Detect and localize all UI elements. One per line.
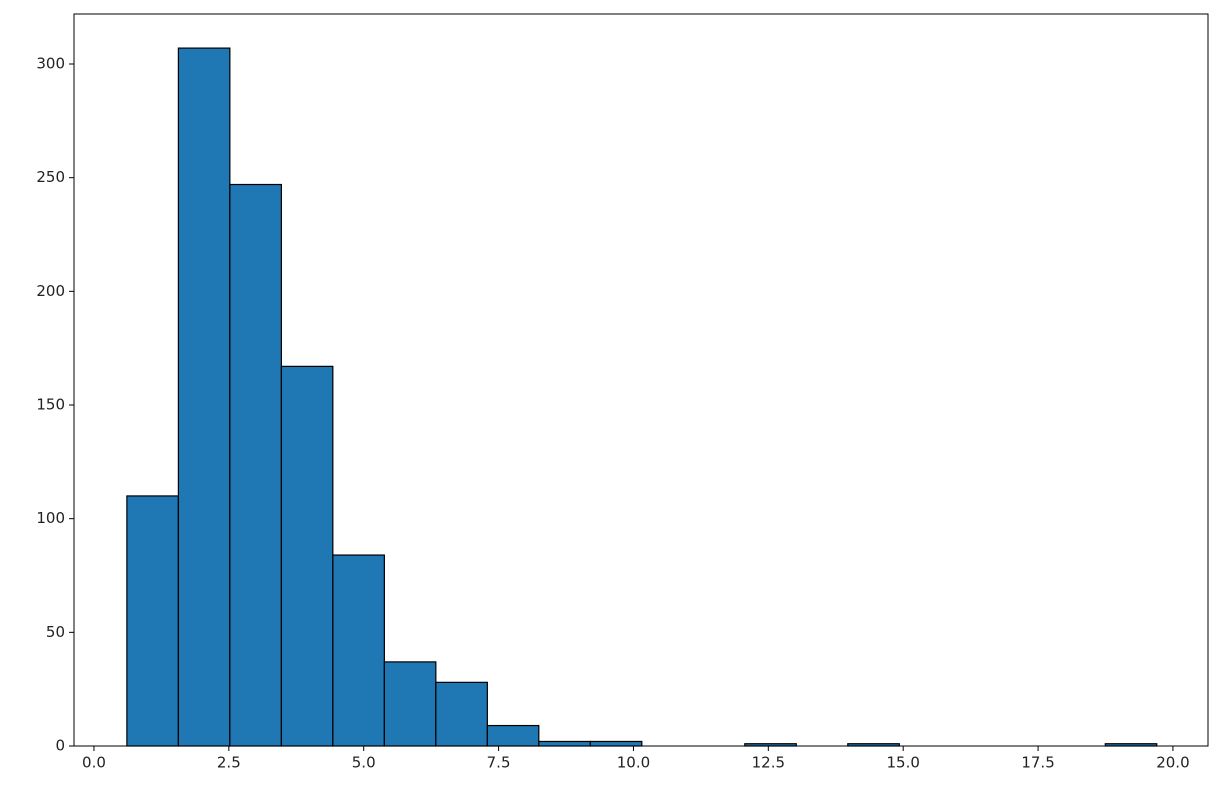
bar (229, 183, 282, 747)
x-tick-label: 2.5 (217, 754, 241, 772)
bar (383, 661, 437, 747)
bar (332, 554, 385, 747)
bar (177, 47, 231, 747)
bar (126, 495, 179, 747)
plot-frame (73, 13, 1209, 747)
x-tick-label: 0.0 (82, 754, 106, 772)
y-tick-label: 300 (36, 55, 65, 73)
y-tick-label: 200 (36, 282, 65, 300)
x-tick-label: 7.5 (487, 754, 511, 772)
bar (280, 365, 334, 747)
bar (435, 681, 488, 747)
y-tick-label: 150 (36, 396, 65, 414)
bar (538, 740, 591, 747)
y-tick-label: 0 (55, 737, 65, 755)
y-tick-label: 100 (36, 509, 65, 527)
x-tick-label: 15.0 (886, 754, 919, 772)
bar (589, 740, 643, 747)
x-tick-label: 17.5 (1021, 754, 1054, 772)
x-tick-label: 10.0 (617, 754, 650, 772)
x-tick-label: 5.0 (352, 754, 376, 772)
bar (486, 724, 540, 747)
y-tick-label: 50 (46, 623, 65, 641)
y-tick-label: 250 (36, 168, 65, 186)
x-tick-label: 12.5 (752, 754, 785, 772)
x-tick-label: 20.0 (1156, 754, 1189, 772)
